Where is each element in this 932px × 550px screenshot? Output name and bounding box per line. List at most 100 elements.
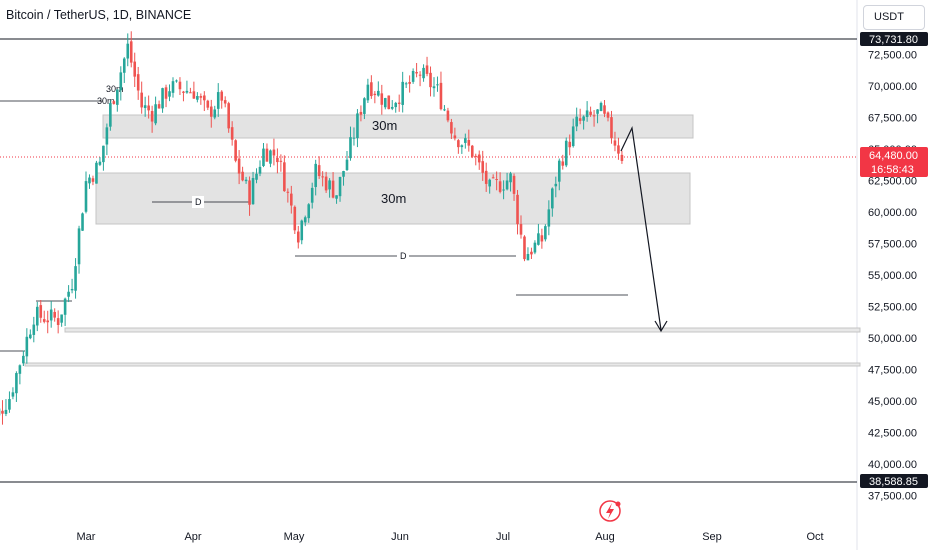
candle-body: [321, 176, 324, 178]
candle-body: [185, 90, 189, 93]
level-line-50000[interactable]: [64, 327, 861, 333]
candle-body: [457, 140, 460, 148]
y-tick-label: 72,500.00: [868, 50, 917, 62]
candle-body: [171, 81, 175, 93]
candle-body: [199, 96, 203, 98]
small-label-30m-b: 30m: [106, 84, 124, 94]
candle-body: [39, 305, 43, 318]
y-tick-label: 42,500.00: [868, 428, 917, 440]
candle-body: [154, 104, 157, 124]
candle-body: [491, 177, 495, 179]
candle-body: [150, 111, 154, 122]
y-tick-label: 37,500.00: [868, 491, 917, 503]
candle-body: [206, 100, 210, 108]
candle-body: [495, 179, 498, 181]
candle-body: [164, 87, 168, 99]
candle-body: [95, 162, 98, 184]
candle-body: [203, 95, 206, 101]
supply-zone[interactable]: [102, 114, 694, 139]
candle-body: [380, 93, 384, 105]
lightning-icon[interactable]: [599, 500, 621, 522]
candle-body: [136, 74, 140, 91]
candle-body: [129, 41, 133, 63]
candle-body: [342, 171, 345, 177]
zone-label-bottom: 30m: [381, 191, 406, 206]
candle-body: [49, 309, 53, 321]
candle-body: [220, 91, 224, 101]
y-tick-label: 67,500.00: [868, 113, 917, 125]
candle-body: [189, 92, 192, 94]
candle-body: [516, 194, 519, 225]
candle-body: [422, 67, 425, 79]
candle-body: [286, 191, 290, 193]
candle-body: [331, 180, 335, 198]
candle-body: [450, 122, 453, 134]
candle-body: [25, 336, 29, 357]
candle-body: [272, 149, 276, 156]
time-axis[interactable]: Mar Apr May Jun Jul Aug Sep Oct: [77, 531, 824, 543]
y-tick-label: 55,000.00: [868, 270, 917, 282]
candle-body: [557, 160, 561, 182]
candle-body: [230, 127, 234, 140]
d-label-bg-2: [397, 250, 409, 262]
candle-body: [237, 158, 241, 174]
candle-body: [74, 266, 77, 291]
candle-body: [15, 373, 18, 394]
top-level-badge-text: 73,731.80: [869, 34, 918, 46]
candle-body: [119, 72, 123, 91]
currency-button[interactable]: USDT: [863, 5, 925, 30]
candle-body: [296, 231, 300, 243]
candle-body: [283, 162, 286, 192]
candle-body: [345, 159, 349, 171]
candle-body: [213, 109, 217, 118]
candle-body: [112, 101, 116, 104]
candle-body: [418, 74, 422, 76]
candle-body: [91, 178, 95, 182]
candle-body: [328, 180, 331, 190]
candle-body: [467, 139, 471, 146]
x-tick-label: Oct: [806, 531, 823, 543]
candle-body: [147, 105, 150, 111]
candle-body: [143, 105, 147, 108]
candle-body: [178, 81, 182, 90]
candle-body: [509, 173, 512, 183]
candle-body: [84, 181, 88, 212]
candle-body: [8, 399, 11, 410]
candle-body: [606, 112, 610, 118]
candle-body: [363, 98, 366, 114]
candle-body: [540, 235, 544, 242]
candlestick-series[interactable]: [0, 31, 624, 441]
candle-body: [105, 127, 109, 145]
candle-body: [359, 111, 363, 115]
candle-body: [610, 117, 613, 139]
price-axis[interactable]: 72,500.0070,000.0067,500.0065,000.0062,5…: [868, 50, 917, 503]
candle-body: [571, 126, 575, 147]
candle-body: [481, 161, 485, 173]
candle-body: [356, 113, 359, 139]
candle-body: [63, 298, 67, 315]
candle-body: [404, 83, 408, 85]
candle-body: [102, 145, 105, 163]
candle-body: [568, 141, 572, 148]
candle-body: [582, 116, 585, 121]
candle-body: [519, 224, 523, 235]
candle-body: [126, 43, 130, 59]
level-line-47800[interactable]: [24, 362, 861, 367]
candle-body: [415, 72, 418, 74]
candle-body: [116, 89, 119, 105]
candle-body: [223, 100, 227, 104]
candle-body: [317, 165, 321, 177]
projection-arrow[interactable]: [620, 125, 662, 331]
candle-body: [488, 179, 491, 187]
candle-body: [29, 334, 32, 339]
candle-body: [4, 409, 8, 414]
candle-body: [98, 161, 102, 165]
candle-body: [547, 209, 551, 227]
y-tick-label: 50,000.00: [868, 333, 917, 345]
candle-body: [443, 109, 446, 111]
candle-body: [474, 155, 478, 157]
candle-body: [613, 140, 617, 146]
candle-body: [122, 58, 126, 73]
candle-body: [394, 102, 398, 108]
